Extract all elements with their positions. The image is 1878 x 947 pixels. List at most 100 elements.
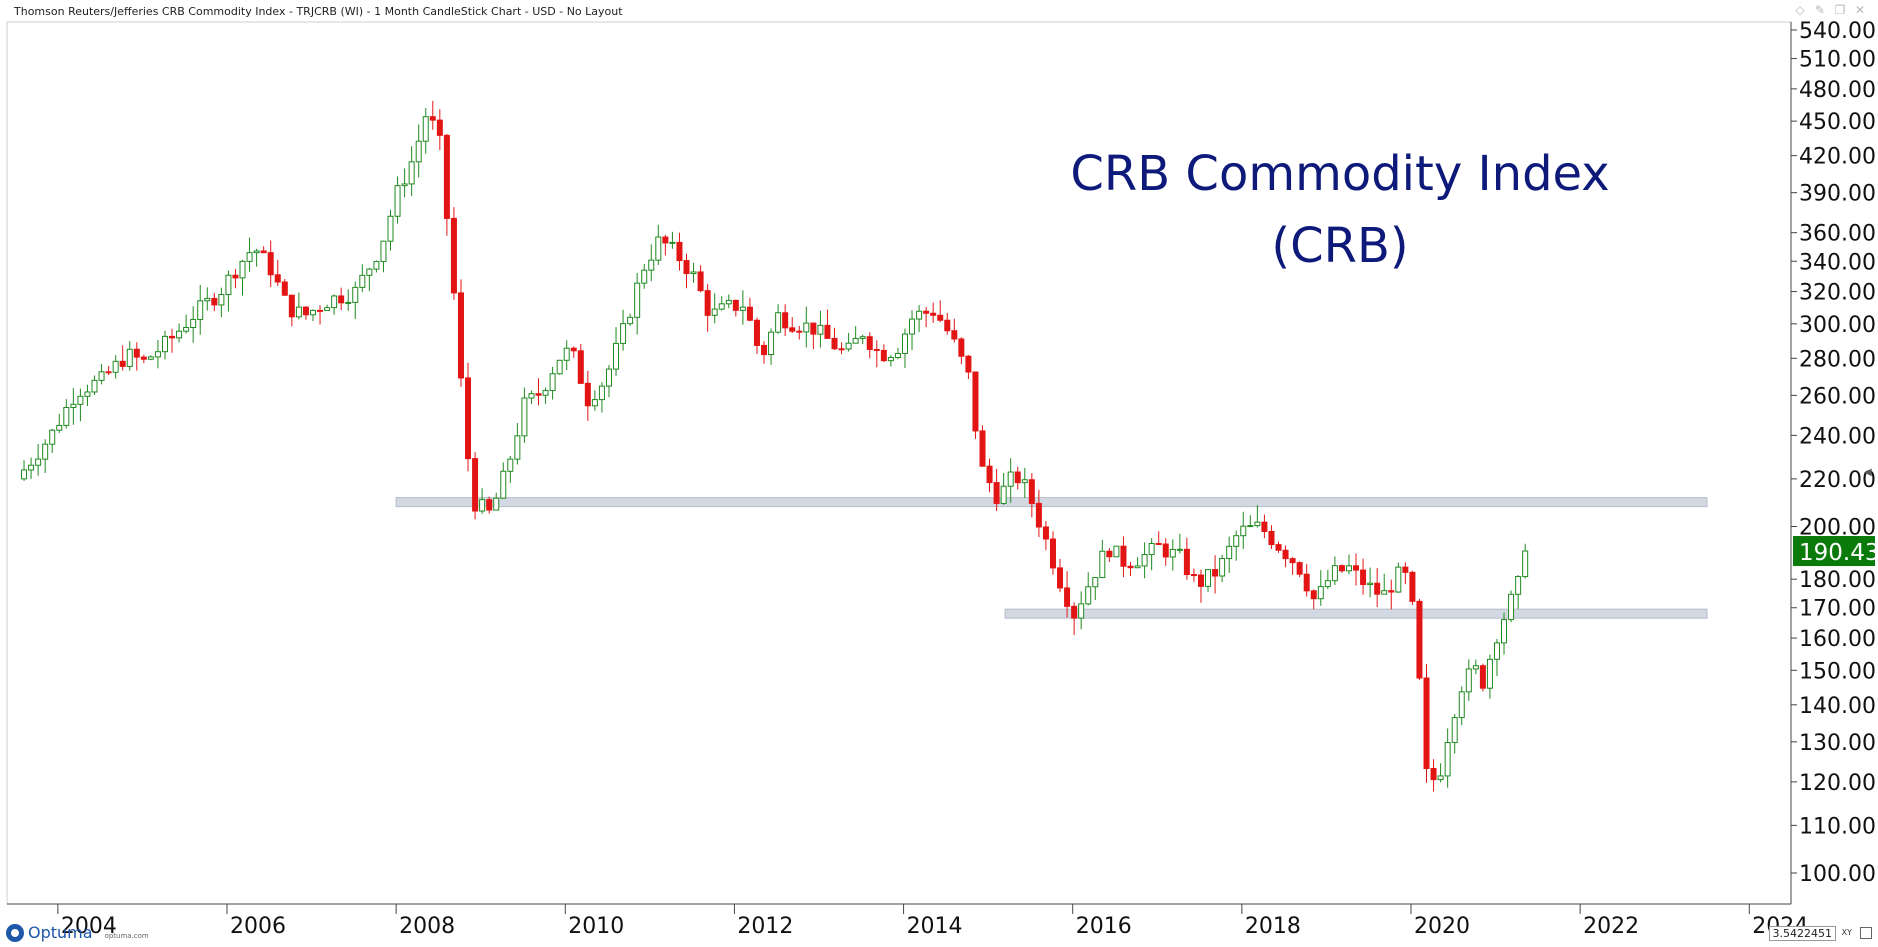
candle[interactable]: [1303, 563, 1310, 597]
candle[interactable]: [126, 341, 133, 371]
candle[interactable]: [1451, 714, 1458, 754]
candle[interactable]: [1035, 489, 1042, 538]
candle[interactable]: [711, 293, 718, 324]
candle[interactable]: [782, 304, 789, 336]
candle[interactable]: [1465, 659, 1472, 701]
candle[interactable]: [169, 328, 176, 353]
candle[interactable]: [1141, 542, 1148, 579]
candle[interactable]: [380, 240, 387, 273]
candle[interactable]: [803, 306, 810, 348]
candle[interactable]: [838, 342, 845, 355]
candle[interactable]: [1409, 570, 1416, 606]
candle[interactable]: [465, 362, 472, 472]
candle[interactable]: [218, 287, 225, 318]
candle[interactable]: [1501, 612, 1508, 655]
candle[interactable]: [1071, 602, 1078, 635]
candle[interactable]: [457, 279, 464, 387]
candle[interactable]: [1176, 533, 1183, 554]
candle[interactable]: [232, 268, 239, 289]
candle[interactable]: [338, 287, 345, 311]
candle[interactable]: [613, 327, 620, 376]
candle[interactable]: [246, 237, 253, 272]
candle[interactable]: [584, 370, 591, 421]
candle[interactable]: [21, 460, 28, 481]
scroll-left-arrow-icon[interactable]: ◀: [1864, 467, 1872, 478]
candle[interactable]: [563, 340, 570, 371]
candle[interactable]: [1353, 553, 1360, 586]
candle[interactable]: [500, 462, 507, 499]
corner-settings-icon[interactable]: [1860, 927, 1872, 939]
candle[interactable]: [366, 267, 373, 291]
candle[interactable]: [930, 302, 937, 323]
candle[interactable]: [1324, 569, 1331, 590]
candle[interactable]: [190, 306, 197, 343]
candle[interactable]: [1317, 570, 1324, 606]
candle[interactable]: [1233, 530, 1240, 561]
xy-label[interactable]: XY: [1841, 928, 1852, 937]
candle[interactable]: [112, 355, 119, 379]
candle[interactable]: [422, 108, 429, 154]
candle[interactable]: [35, 443, 42, 476]
candle[interactable]: [1162, 538, 1169, 566]
candle[interactable]: [1381, 573, 1388, 595]
candle[interactable]: [725, 294, 732, 309]
candle[interactable]: [119, 345, 126, 371]
candle[interactable]: [753, 317, 760, 354]
candle[interactable]: [859, 334, 866, 345]
candle[interactable]: [901, 328, 908, 368]
candle[interactable]: [880, 344, 887, 363]
candle[interactable]: [824, 309, 831, 339]
candle[interactable]: [77, 388, 84, 422]
candle[interactable]: [84, 384, 91, 407]
candle[interactable]: [951, 318, 958, 343]
candle[interactable]: [866, 332, 873, 359]
candle[interactable]: [352, 281, 359, 319]
candle[interactable]: [598, 382, 605, 413]
candle[interactable]: [1444, 728, 1451, 788]
candle[interactable]: [817, 310, 824, 348]
candle[interactable]: [1219, 554, 1226, 583]
candle[interactable]: [1437, 763, 1444, 783]
candle[interactable]: [295, 292, 302, 320]
candle[interactable]: [281, 279, 288, 296]
candle[interactable]: [147, 355, 154, 361]
candle[interactable]: [923, 306, 930, 328]
candle[interactable]: [408, 146, 415, 196]
candle[interactable]: [1247, 515, 1254, 528]
candle[interactable]: [1479, 663, 1486, 692]
candle[interactable]: [944, 312, 951, 335]
candle[interactable]: [394, 176, 401, 224]
candle[interactable]: [704, 284, 711, 332]
candle[interactable]: [486, 496, 493, 514]
candle[interactable]: [373, 260, 380, 273]
candle[interactable]: [1212, 555, 1219, 594]
candle[interactable]: [620, 309, 627, 351]
candle[interactable]: [1331, 556, 1338, 586]
candle[interactable]: [267, 240, 274, 288]
candle[interactable]: [401, 168, 408, 198]
candle[interactable]: [655, 224, 662, 266]
candle[interactable]: [556, 359, 563, 375]
candle[interactable]: [204, 287, 211, 311]
candle[interactable]: [535, 378, 542, 406]
candle[interactable]: [1416, 598, 1423, 681]
candle[interactable]: [591, 390, 598, 411]
candle[interactable]: [909, 310, 916, 350]
candle[interactable]: [1515, 575, 1522, 609]
candle[interactable]: [331, 294, 338, 315]
candle[interactable]: [197, 284, 204, 335]
candle[interactable]: [549, 366, 556, 400]
candle[interactable]: [1338, 564, 1345, 573]
restore-icon[interactable]: ❐: [1834, 3, 1846, 17]
candle[interactable]: [1296, 561, 1303, 578]
candle[interactable]: [63, 399, 70, 429]
candle[interactable]: [528, 390, 535, 405]
candle[interactable]: [1486, 654, 1493, 699]
candle[interactable]: [1078, 591, 1085, 630]
candle[interactable]: [1240, 511, 1247, 549]
candle[interactable]: [1190, 568, 1197, 582]
candle[interactable]: [641, 264, 648, 289]
candle[interactable]: [91, 375, 98, 395]
candle[interactable]: [1360, 558, 1367, 595]
candle[interactable]: [239, 259, 246, 296]
